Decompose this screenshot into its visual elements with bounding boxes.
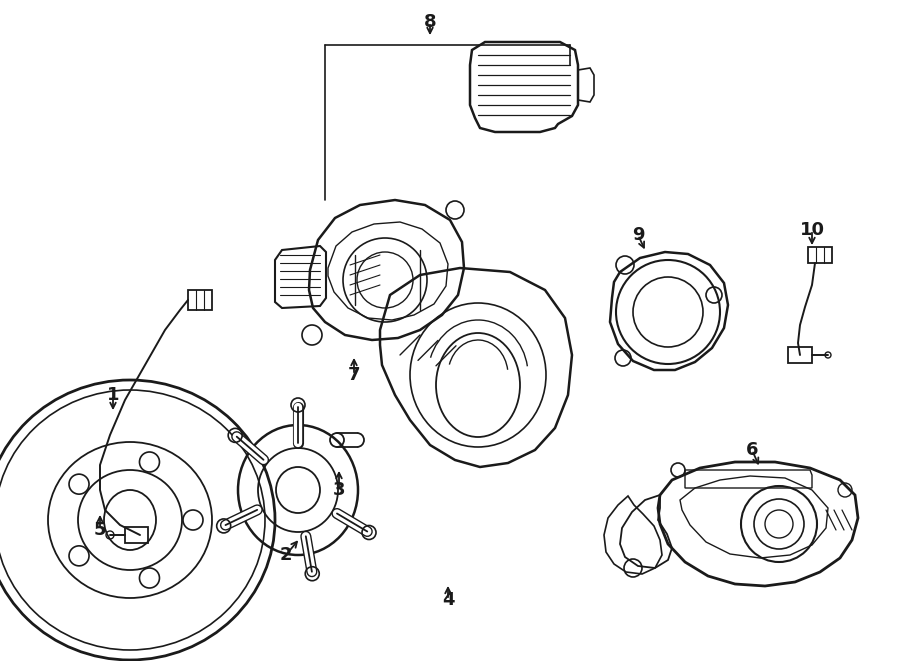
Text: 4: 4	[442, 591, 454, 609]
Text: 3: 3	[333, 481, 346, 499]
Text: 8: 8	[424, 13, 436, 31]
Text: 1: 1	[107, 386, 119, 404]
Text: 6: 6	[746, 441, 758, 459]
Text: 5: 5	[94, 521, 106, 539]
Text: 10: 10	[799, 221, 824, 239]
Text: 2: 2	[280, 546, 292, 564]
Text: 7: 7	[347, 366, 360, 384]
Text: 9: 9	[632, 226, 644, 244]
